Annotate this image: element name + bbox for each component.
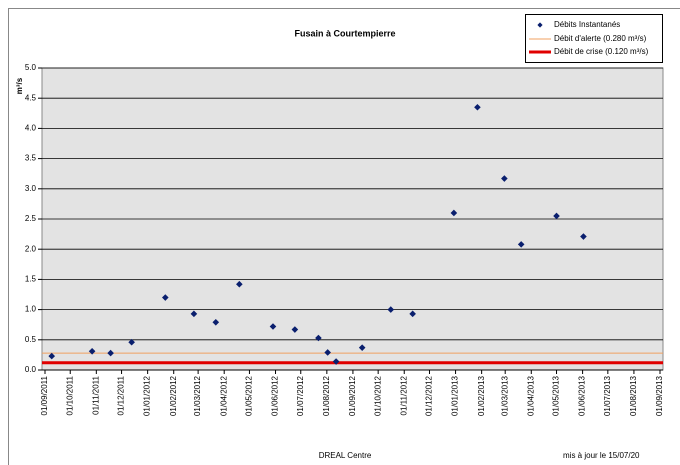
point [48, 352, 56, 360]
y-tick-label: 3.0 [25, 184, 37, 193]
x-tick-label: 01/07/2012 [296, 375, 305, 416]
point [190, 310, 198, 318]
y-axis-label: m³/s [15, 77, 24, 94]
x-tick-label: 01/09/2013 [655, 375, 664, 416]
x-tick-label: 01/07/2013 [603, 375, 612, 416]
y-tick-label: 1.5 [25, 275, 37, 284]
x-tick-label: 01/12/2011 [117, 375, 126, 415]
point [236, 280, 243, 288]
chart-title: Fusain à Courtempierre [294, 28, 395, 38]
y-tick-label: 2.5 [25, 214, 37, 223]
x-tick-label: 01/10/2011 [65, 375, 74, 415]
y-tick-label: 4.0 [25, 124, 37, 133]
x-tick-label: 01/01/2012 [143, 375, 152, 416]
point [409, 310, 416, 318]
x-tick-label: 01/03/2013 [500, 375, 509, 416]
point [517, 241, 525, 248]
x-tick-label: 01/08/2012 [322, 375, 331, 416]
point [387, 306, 395, 313]
point [501, 175, 508, 182]
x-tick-label: 01/03/2012 [193, 375, 202, 416]
legend-marker [537, 22, 543, 28]
y-tick-label: 1.0 [25, 305, 37, 314]
legend-label: Débit de crise (0.120 m³/s) [554, 47, 649, 56]
x-tick-label: 01/11/2012 [399, 375, 408, 415]
footer-right: mis à jour le 15/07/20 [563, 451, 640, 460]
point [553, 212, 560, 220]
x-tick-label: 01/09/2011 [40, 375, 49, 415]
y-tick-label: 0.0 [25, 365, 37, 374]
point [315, 334, 322, 342]
x-tick-label: 01/06/2013 [578, 375, 587, 416]
point [474, 103, 481, 111]
y-tick-label: 0.5 [25, 335, 37, 344]
x-tick-label: 01/04/2012 [219, 375, 228, 416]
x-tick-label: 01/09/2012 [348, 375, 357, 416]
x-tick-label: 01/05/2012 [245, 375, 254, 416]
footer-left: DREAL Centre [319, 451, 372, 460]
legend-label: Débit d'alerte (0.280 m³/s) [554, 34, 647, 43]
y-tick-label: 3.5 [25, 154, 37, 163]
x-tick-label: 01/05/2013 [552, 375, 561, 416]
y-tick-label: 5.0 [25, 63, 37, 72]
x-tick-label: 01/04/2013 [526, 375, 535, 416]
point [212, 318, 220, 326]
x-tick-label: 01/02/2013 [477, 375, 486, 416]
legend-label: Débits Instantanés [554, 20, 620, 29]
y-tick-label: 4.5 [25, 93, 37, 102]
point [332, 358, 340, 365]
x-tick-label: 01/06/2012 [271, 375, 280, 416]
y-tick-label: 2.0 [25, 244, 37, 253]
point [580, 233, 587, 240]
point [107, 349, 114, 357]
x-tick-label: 01/01/2013 [451, 375, 460, 416]
point [128, 338, 135, 346]
x-tick-label: 01/10/2012 [373, 375, 382, 416]
point [291, 326, 299, 333]
x-tick-label: 01/02/2012 [169, 375, 178, 416]
x-tick-label: 01/11/2011 [91, 375, 100, 414]
x-tick-label: 01/12/2012 [425, 375, 434, 416]
point [162, 294, 169, 301]
point [269, 323, 277, 330]
x-tick-label: 01/08/2013 [629, 375, 638, 416]
point [450, 209, 458, 217]
point [324, 349, 331, 356]
point [358, 344, 366, 351]
point [88, 347, 96, 355]
